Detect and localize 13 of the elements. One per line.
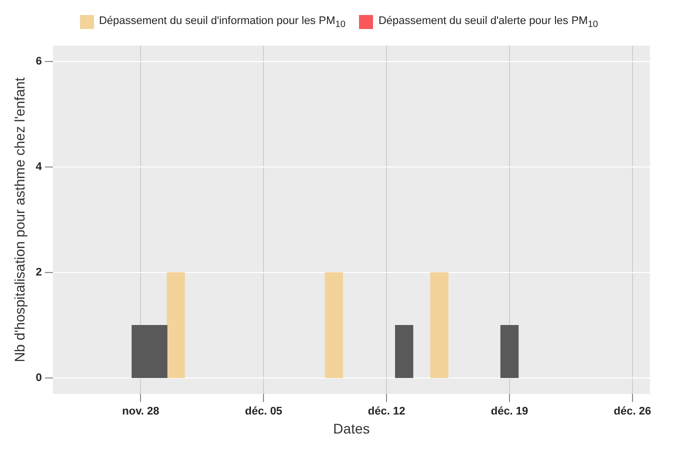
x-tick-label: nov. 28 xyxy=(122,406,160,418)
y-tick-label: 4 xyxy=(36,161,43,174)
x-tick-label: déc. 12 xyxy=(368,406,406,418)
x-tick-label: déc. 26 xyxy=(614,406,652,418)
y-tick-label: 6 xyxy=(36,55,42,68)
x-tick-label: déc. 19 xyxy=(490,406,528,418)
y-axis-title: Nb d'hospitalisation pour asthme chez l'enfant xyxy=(11,77,28,362)
x-tick-label: déc. 05 xyxy=(244,406,282,418)
y-tick-label: 2 xyxy=(36,266,42,279)
legend-label: Dépassement du seuil d'information pour les PM$_{10}$ xyxy=(98,14,346,30)
y-tick-label: 0 xyxy=(36,372,42,384)
x-axis-title: Dates xyxy=(333,420,370,436)
legend-label: Dépassement du seuil d'alerte pour les PM$_{10}$ xyxy=(378,14,598,30)
